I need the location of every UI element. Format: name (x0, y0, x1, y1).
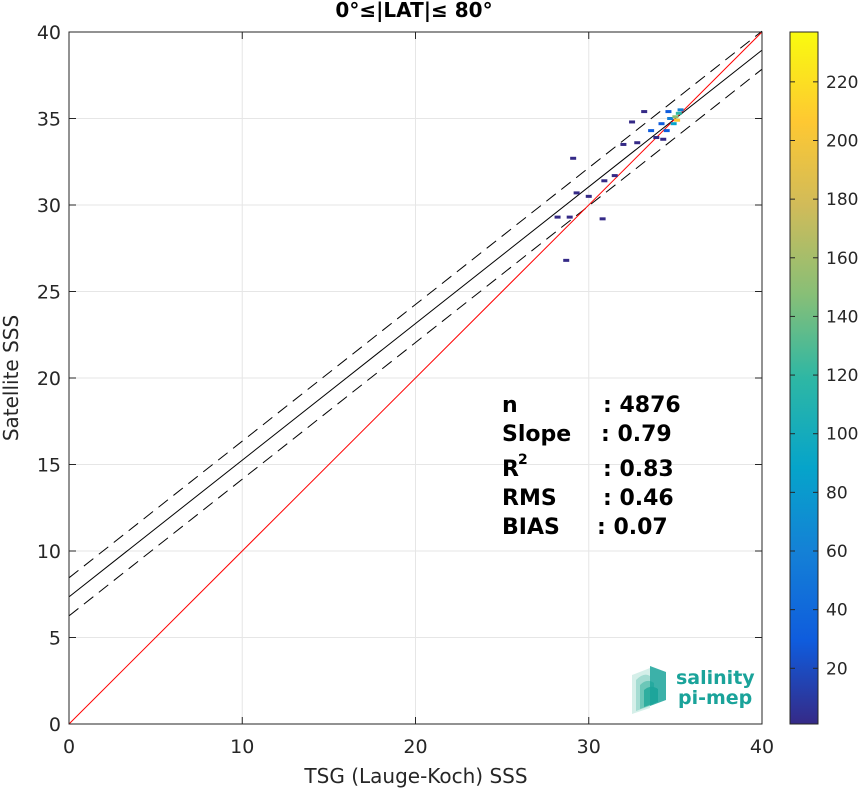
stat-n-label: n (502, 393, 518, 418)
y-tick-label: 30 (37, 195, 61, 217)
data-point (658, 122, 665, 126)
stat-bias-label: BIAS (502, 515, 560, 540)
data-point (573, 191, 580, 195)
colorbar-tick-label: 80 (826, 483, 848, 503)
y-tick-label: 20 (37, 368, 61, 390)
data-point (601, 179, 608, 183)
colorbar-tick-label: 40 (826, 601, 848, 621)
colorbar-tick-label: 180 (826, 190, 858, 210)
logo-line2: pi-mep (678, 687, 752, 709)
stat-slope-label: Slope (502, 422, 571, 447)
data-point (599, 217, 606, 221)
y-tick-label: 25 (37, 282, 61, 304)
x-axis-ticks: 0 10 20 30 40 (63, 32, 774, 758)
data-point (674, 118, 681, 122)
colorbar-tick-label: 120 (826, 366, 858, 386)
y-tick-label: 15 (37, 455, 61, 477)
x-tick-label: 10 (230, 736, 254, 758)
chart-title: 0°≤|LAT|≤ 80° (335, 0, 492, 22)
data-point (585, 194, 592, 198)
colorbar-ticks: 20 40 60 80 100 120 140 160 180 200 220 (790, 73, 858, 679)
data-point (667, 117, 674, 120)
data-point (670, 122, 677, 126)
data-point (660, 137, 667, 141)
salinity-pimep-logo: salinity pi-mep (632, 666, 755, 714)
data-point (620, 142, 627, 146)
data-point (554, 215, 561, 219)
data-point (641, 110, 648, 114)
data-point (653, 136, 660, 140)
data-point (675, 111, 682, 115)
data-point (629, 120, 636, 124)
x-tick-label: 40 (750, 736, 774, 758)
fit-lower-bound-line (68, 68, 763, 617)
colorbar-tick-label: 160 (826, 249, 858, 269)
data-point (672, 115, 679, 119)
x-tick-label: 30 (577, 736, 601, 758)
data-point (566, 215, 573, 219)
stat-r2-value: : 0.83 (603, 457, 674, 482)
y-tick-label: 40 (37, 22, 61, 44)
x-tick-label: 0 (63, 736, 75, 758)
stat-r2-label: R (502, 457, 519, 482)
colorbar-tick-label: 220 (826, 73, 858, 93)
fit-line (68, 49, 763, 598)
data-point (677, 108, 684, 112)
x-axis-title: TSG (Lauge-Koch) SSS (303, 764, 527, 788)
stat-rms-value: : 0.46 (603, 486, 674, 511)
y-tick-label: 35 (37, 109, 61, 131)
logo-wave-icon (632, 666, 666, 714)
colorbar-tick-label: 60 (826, 542, 848, 562)
data-point (563, 258, 570, 262)
y-axis-ticks: 0 5 10 15 20 25 30 35 40 (37, 22, 762, 736)
stat-bias-value: : 0.07 (597, 515, 668, 540)
colorbar-tick-label: 20 (826, 659, 848, 679)
stat-n-value: : 4876 (603, 393, 681, 418)
y-tick-label: 0 (49, 714, 61, 736)
colorbar-tick-label: 100 (826, 425, 858, 445)
data-points (554, 108, 684, 262)
data-point (665, 110, 672, 114)
reference-lines (68, 30, 763, 725)
data-point (611, 174, 618, 178)
stat-slope-value: : 0.79 (601, 422, 672, 447)
data-point (648, 129, 655, 133)
y-tick-label: 5 (49, 628, 61, 650)
stats-box: n : 4876 Slope : 0.79 R 2 : 0.83 RMS : 0… (502, 393, 681, 540)
stat-r2-superscript: 2 (518, 452, 528, 468)
fit-upper-bound-line (68, 30, 763, 579)
y-tick-label: 10 (37, 541, 61, 563)
identity-line (68, 31, 763, 725)
y-axis-title: Satellite SSS (0, 315, 23, 441)
x-tick-label: 20 (403, 736, 427, 758)
data-point (634, 141, 641, 145)
data-point (663, 129, 670, 133)
colorbar (789, 31, 819, 725)
colorbar-tick-label: 140 (826, 307, 858, 327)
colorbar-tick-label: 200 (826, 131, 858, 151)
logo-line1: salinity (676, 667, 755, 689)
stat-rms-label: RMS (502, 486, 557, 511)
data-point (570, 156, 577, 160)
